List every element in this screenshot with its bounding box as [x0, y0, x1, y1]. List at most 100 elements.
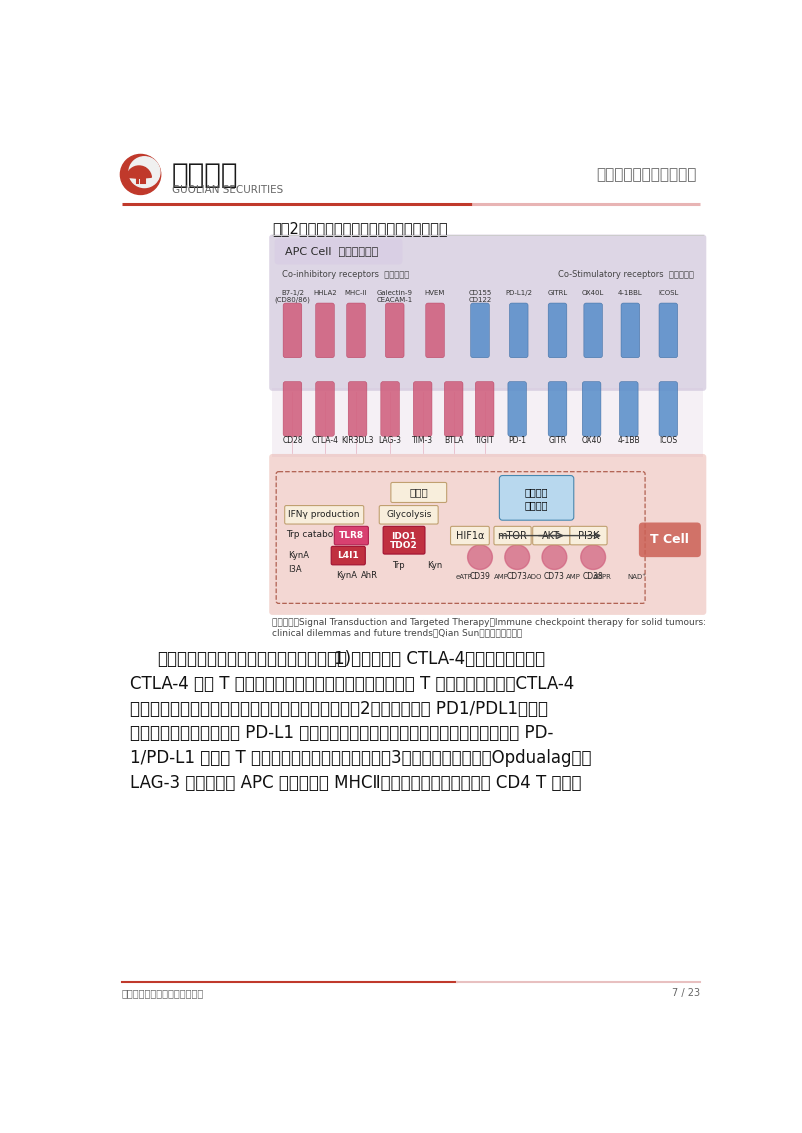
FancyBboxPatch shape	[426, 303, 444, 358]
Bar	[273, 387, 703, 457]
FancyBboxPatch shape	[582, 382, 601, 436]
FancyBboxPatch shape	[334, 527, 368, 545]
FancyBboxPatch shape	[509, 303, 528, 358]
Text: PD-L1/2: PD-L1/2	[505, 290, 533, 296]
Text: 图表2：免疫检查点受体及其配体的相互作用: 图表2：免疫检查点受体及其配体的相互作用	[273, 221, 448, 236]
Text: T Cell: T Cell	[650, 533, 689, 546]
Text: CTLA-4: CTLA-4	[311, 436, 338, 445]
Text: L4I1: L4I1	[338, 551, 359, 560]
Text: mTOR: mTOR	[497, 530, 528, 540]
Text: clinical dilemmas and future trends》Qian Sun，国联证券研究所: clinical dilemmas and future trends》Qian…	[273, 629, 523, 638]
FancyBboxPatch shape	[494, 527, 531, 545]
Text: 资料来源：Signal Transduction and Targeted Therapy《Immune checkpoint therapy for soli: 资料来源：Signal Transduction and Targeted Th…	[273, 617, 707, 627]
FancyBboxPatch shape	[269, 454, 707, 615]
Text: ICOSL: ICOSL	[658, 290, 678, 296]
Text: 若被阵断则可诱导有效的免疫反应并导致肿瘾消退；2）第二代靶向 PD1/PDL1（纳武: 若被阵断则可诱导有效的免疫反应并导致肿瘾消退；2）第二代靶向 PD1/PDL1（…	[130, 699, 548, 717]
FancyBboxPatch shape	[316, 303, 334, 358]
Text: CD38: CD38	[583, 572, 604, 581]
Text: PD-1: PD-1	[508, 436, 526, 445]
Text: HVEM: HVEM	[425, 290, 445, 296]
Text: HIF1α: HIF1α	[456, 530, 484, 540]
FancyBboxPatch shape	[379, 505, 438, 525]
Text: 生物合成: 生物合成	[525, 500, 549, 510]
Text: ICOS: ICOS	[659, 436, 678, 445]
Circle shape	[581, 545, 606, 570]
FancyBboxPatch shape	[348, 382, 367, 436]
Text: eATP: eATP	[456, 574, 473, 580]
Text: ADPR: ADPR	[593, 574, 612, 580]
FancyBboxPatch shape	[386, 303, 404, 358]
Text: OX40: OX40	[581, 436, 602, 445]
Text: AhR: AhR	[362, 571, 379, 580]
Text: CD155
CD122: CD155 CD122	[468, 290, 492, 303]
Text: MHC-II: MHC-II	[345, 290, 367, 296]
FancyBboxPatch shape	[619, 382, 638, 436]
Text: IFNγ production: IFNγ production	[289, 510, 360, 519]
FancyBboxPatch shape	[549, 382, 567, 436]
Text: KynA: KynA	[336, 571, 357, 580]
Text: GITRL: GITRL	[548, 290, 568, 296]
FancyBboxPatch shape	[659, 382, 678, 436]
Text: 利尤单抗），免疫检查点 PD-L1 通常在肿瘾细胞上异常表达以逃避免疫监视，抑制 PD-: 利尤单抗），免疫检查点 PD-L1 通常在肿瘾细胞上异常表达以逃避免疫监视，抑制…	[130, 724, 553, 742]
FancyBboxPatch shape	[391, 483, 447, 502]
FancyBboxPatch shape	[331, 546, 365, 565]
FancyBboxPatch shape	[549, 303, 567, 358]
Text: Trp catabolites: Trp catabolites	[286, 530, 353, 539]
Text: CD39: CD39	[469, 572, 491, 581]
FancyBboxPatch shape	[476, 382, 494, 436]
FancyBboxPatch shape	[316, 382, 334, 436]
Text: GITR: GITR	[549, 436, 566, 445]
Text: LAG-3: LAG-3	[379, 436, 402, 445]
Text: Galectin-9
CEACAM-1: Galectin-9 CEACAM-1	[377, 290, 413, 303]
Text: PI3K: PI3K	[577, 530, 599, 540]
Text: 4-1BB: 4-1BB	[618, 436, 640, 445]
FancyBboxPatch shape	[639, 522, 701, 557]
Text: CD73: CD73	[507, 572, 528, 581]
Text: 糖酵解: 糖酵解	[409, 487, 428, 497]
Text: I3A: I3A	[288, 565, 302, 573]
Text: BTLA: BTLA	[444, 436, 464, 445]
FancyBboxPatch shape	[533, 527, 570, 545]
FancyBboxPatch shape	[659, 303, 678, 358]
Text: CD28: CD28	[282, 436, 303, 445]
Text: 1/PD-L1 可恢复 T 细胞的免疫功能促使肿瘾消退；3）新型共抑制受体（Opdualag），: 1/PD-L1 可恢复 T 细胞的免疫功能促使肿瘾消退；3）新型共抑制受体（Op…	[130, 749, 591, 767]
Text: NAD⁺: NAD⁺	[627, 574, 646, 580]
Text: CTLA-4 作为 T 细胞上表达的共抑制分子，具有负向调节 T 细胞活化的功能，CTLA-4: CTLA-4 作为 T 细胞上表达的共抑制分子，具有负向调节 T 细胞活化的功能…	[130, 675, 574, 693]
Circle shape	[120, 154, 160, 195]
Text: AMP: AMP	[494, 574, 509, 580]
FancyBboxPatch shape	[283, 303, 302, 358]
Text: KIR3DL3: KIR3DL3	[342, 436, 374, 445]
Text: 线粒体的: 线粒体的	[525, 487, 549, 497]
FancyBboxPatch shape	[274, 238, 403, 264]
Text: Glycolysis: Glycolysis	[386, 510, 431, 519]
Wedge shape	[127, 167, 152, 178]
Text: OX40L: OX40L	[582, 290, 605, 296]
Circle shape	[542, 545, 567, 570]
FancyBboxPatch shape	[570, 527, 607, 545]
FancyBboxPatch shape	[381, 382, 399, 436]
Text: CD73: CD73	[544, 572, 565, 581]
Text: LAG-3 可以通过与 APC 细胞表面的 MHCⅡ竞争性结合来负调控常规 CD4 T 细胞。: LAG-3 可以通过与 APC 细胞表面的 MHCⅡ竞争性结合来负调控常规 CD…	[130, 774, 581, 792]
Text: AMP: AMP	[565, 574, 581, 580]
Text: ADO: ADO	[527, 574, 542, 580]
Text: TIGIT: TIGIT	[475, 436, 495, 445]
FancyBboxPatch shape	[451, 527, 489, 545]
Text: Co-inhibitory receptors  共抑制受体: Co-inhibitory receptors 共抑制受体	[282, 270, 409, 279]
Text: IDO1: IDO1	[391, 531, 416, 540]
Text: HHLA2: HHLA2	[314, 290, 337, 296]
Text: Kyn: Kyn	[427, 561, 443, 570]
FancyBboxPatch shape	[500, 476, 573, 520]
Text: 1)第一代靶向 CTLA-4（伊匹木单抗），: 1)第一代靶向 CTLA-4（伊匹木单抗），	[334, 650, 545, 668]
Text: AKT: AKT	[542, 530, 561, 540]
Text: B7-1/2
(CD80/86): B7-1/2 (CD80/86)	[274, 290, 310, 304]
Text: 请务必阅读报告末页的重要声明: 请务必阅读报告末页的重要声明	[122, 988, 205, 998]
FancyBboxPatch shape	[346, 303, 365, 358]
Text: Trp: Trp	[392, 561, 405, 570]
Text: TDO2: TDO2	[391, 542, 418, 551]
Text: APC Cell  抗原呼递细胞: APC Cell 抗原呼递细胞	[285, 247, 378, 256]
FancyBboxPatch shape	[283, 382, 302, 436]
Text: 7 / 23: 7 / 23	[672, 988, 700, 998]
FancyBboxPatch shape	[584, 303, 602, 358]
Text: KynA: KynA	[288, 551, 309, 560]
FancyBboxPatch shape	[471, 303, 489, 358]
